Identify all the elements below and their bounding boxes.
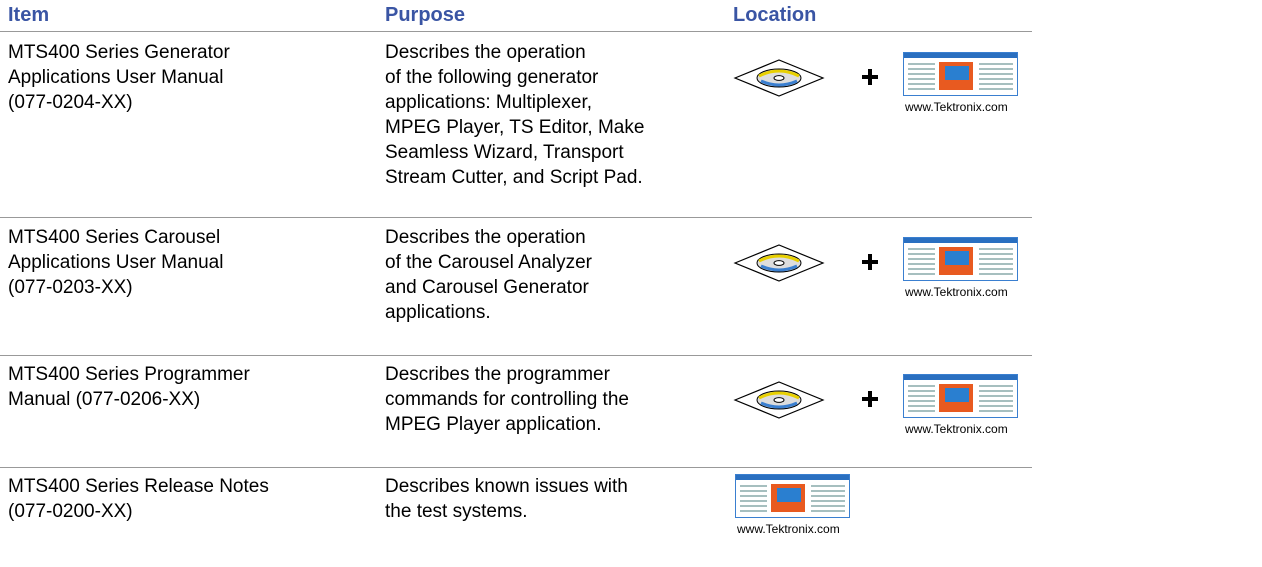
- item-line: (077-0200-XX): [8, 501, 133, 522]
- location-caption: www.Tektronix.com: [905, 285, 1008, 299]
- item-cell: MTS400 Series Programmer Manual (077-0206…: [8, 362, 250, 412]
- header-purpose: Purpose: [385, 4, 466, 26]
- cd-icon: [733, 244, 825, 282]
- item-cell: MTS400 Series Carousel Applications User …: [8, 225, 223, 300]
- item-line: Applications User Manual: [8, 67, 224, 88]
- purpose-line: MPEG Player application.: [385, 414, 602, 435]
- item-cell: MTS400 Series Generator Applications User…: [8, 40, 230, 115]
- purpose-cell: Describes known issues with the test syst…: [385, 474, 628, 524]
- rule: [0, 355, 1032, 356]
- item-line: Manual (077-0206-XX): [8, 389, 201, 410]
- rule: [0, 467, 1032, 468]
- item-line: (077-0203-XX): [8, 277, 133, 298]
- item-line: Applications User Manual: [8, 252, 224, 273]
- item-line: MTS400 Series Generator: [8, 42, 230, 63]
- website-thumbnail: [903, 374, 1018, 418]
- item-line: MTS400 Series Carousel: [8, 227, 221, 248]
- header-location: Location: [733, 4, 817, 26]
- item-line: (077-0204-XX): [8, 92, 133, 113]
- location-caption: www.Tektronix.com: [905, 100, 1008, 114]
- website-thumbnail: [903, 237, 1018, 281]
- item-cell: MTS400 Series Release Notes (077-0200-XX): [8, 474, 269, 524]
- purpose-line: of the Carousel Analyzer: [385, 252, 593, 273]
- purpose-line: Seamless Wizard, Transport: [385, 142, 624, 163]
- plus-icon: [862, 69, 878, 85]
- purpose-cell: Describes the operation of the following …: [385, 40, 644, 190]
- website-thumbnail: [735, 474, 850, 518]
- purpose-line: Describes the operation: [385, 227, 586, 248]
- purpose-line: Stream Cutter, and Script Pad.: [385, 167, 643, 188]
- purpose-line: commands for controlling the: [385, 389, 629, 410]
- plus-icon: [862, 391, 878, 407]
- purpose-line: the test systems.: [385, 501, 528, 522]
- cd-icon: [733, 59, 825, 97]
- location-caption: www.Tektronix.com: [737, 522, 840, 536]
- item-line: MTS400 Series Release Notes: [8, 476, 269, 497]
- website-thumbnail: [903, 52, 1018, 96]
- purpose-line: applications: Multiplexer,: [385, 92, 592, 113]
- purpose-line: MPEG Player, TS Editor, Make: [385, 117, 645, 138]
- purpose-cell: Describes the operation of the Carousel A…: [385, 225, 592, 325]
- purpose-line: Describes known issues with: [385, 476, 628, 497]
- purpose-line: Describes the operation: [385, 42, 586, 63]
- cd-icon: [733, 381, 825, 419]
- purpose-line: and Carousel Generator: [385, 277, 589, 298]
- rule: [0, 31, 1032, 32]
- purpose-line: of the following generator: [385, 67, 599, 88]
- location-caption: www.Tektronix.com: [905, 422, 1008, 436]
- purpose-line: applications.: [385, 302, 491, 323]
- plus-icon: [862, 254, 878, 270]
- header-item: Item: [8, 4, 50, 26]
- rule: [0, 217, 1032, 218]
- purpose-cell: Describes the programmer commands for con…: [385, 362, 629, 437]
- item-line: MTS400 Series Programmer: [8, 364, 250, 385]
- purpose-line: Describes the programmer: [385, 364, 610, 385]
